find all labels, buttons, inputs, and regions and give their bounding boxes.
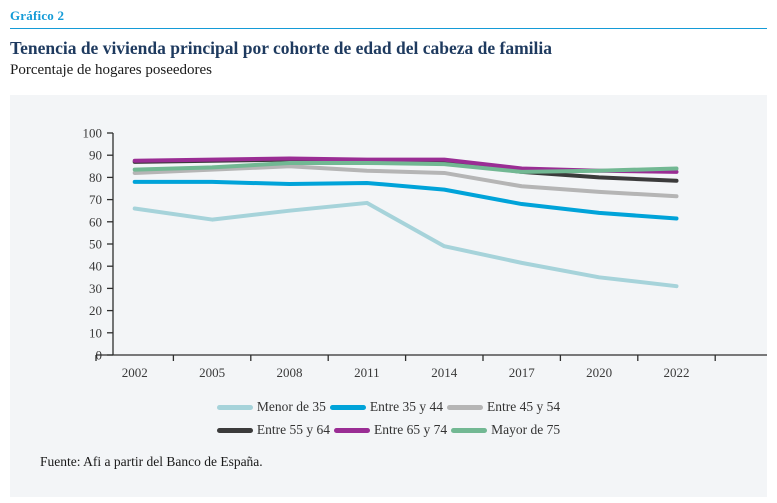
- legend-item-entre-55-y-64: Entre 55 y 64: [216, 422, 330, 438]
- legend-swatch: [329, 404, 366, 410]
- legend-item-entre-45-y-54: Entre 45 y 54: [446, 399, 561, 415]
- chart-panel: 0 10 20 30 40 50 60 70 80 90 100 2002 2005 2008 2011 20…: [10, 95, 767, 498]
- y-tick-label: 40: [89, 259, 102, 274]
- chart-title: Tenencia de vivienda principal por cohor…: [10, 38, 553, 58]
- legend-swatch: [334, 427, 370, 433]
- x-tick-label: 2011: [354, 365, 380, 380]
- legend-item-mayor-de-75: Mayor de 75: [451, 422, 560, 438]
- y-tick-label: 10: [89, 325, 102, 340]
- header-rule: [10, 28, 767, 29]
- legend-label: Entre 65 y 74: [374, 422, 448, 438]
- legend-label: Mayor de 75: [491, 422, 561, 438]
- series-line-menor-de-35: [132, 201, 679, 289]
- y-tick-label: 70: [89, 192, 102, 207]
- source-note: Fuente: Afi a partir del Banco de España…: [40, 454, 263, 470]
- legend-item-menor-de-35: Menor de 35: [216, 399, 326, 415]
- legend-swatch: [451, 427, 488, 433]
- x-tick-label: 2020: [586, 365, 612, 380]
- legend-item-entre-35-y-44: Entre 35 y 44: [329, 399, 443, 415]
- x-tick-label: 2017: [509, 365, 536, 380]
- chart-subtitle: Porcentaje de hogares poseedores: [10, 62, 213, 79]
- y-tick-label: 90: [89, 148, 102, 163]
- legend-label: Menor de 35: [256, 399, 326, 415]
- y-tick-label: 80: [89, 170, 102, 185]
- series-line-mayor-de-75: [132, 161, 679, 174]
- legend-swatch: [216, 427, 253, 433]
- legend-item-entre-65-y-74: Entre 65 y 74: [334, 422, 447, 438]
- legend-row: Entre 55 y 64 Entre 65 y 74 Mayor de 75: [216, 422, 560, 438]
- legend-row: Menor de 35 Entre 35 y 44 Entre 45 y 54: [216, 399, 561, 415]
- x-tick-label: 2005: [199, 365, 225, 380]
- x-tick-label: 2008: [277, 365, 303, 380]
- series-line-entre-35-y-44: [132, 179, 679, 221]
- series-line-entre-45-y-54: [132, 164, 679, 199]
- y-tick-label: 50: [89, 237, 102, 252]
- legend-label: Entre 35 y 44: [369, 399, 443, 415]
- legend-label: Entre 45 y 54: [486, 399, 561, 415]
- y-tick-label: 30: [89, 281, 102, 296]
- chart-number-label: Gráfico 2: [10, 8, 65, 23]
- y-tick-label: 20: [89, 303, 102, 318]
- x-tick-label: 2022: [664, 365, 690, 380]
- x-axis: 2002 2005 2008 2011 2014 2017 2020 2022: [95, 354, 767, 380]
- y-tick-label: 100: [83, 126, 103, 141]
- legend-swatch: [216, 404, 253, 410]
- y-tick-label: 60: [89, 214, 102, 229]
- legend-swatch: [446, 404, 483, 410]
- legend-label: Entre 55 y 64: [256, 422, 330, 438]
- x-tick-label: 2014: [431, 365, 458, 380]
- x-tick-label: 2002: [122, 365, 148, 380]
- chart-legend: Menor de 35 Entre 35 y 44 Entre 45 y 54 Ent…: [10, 399, 767, 438]
